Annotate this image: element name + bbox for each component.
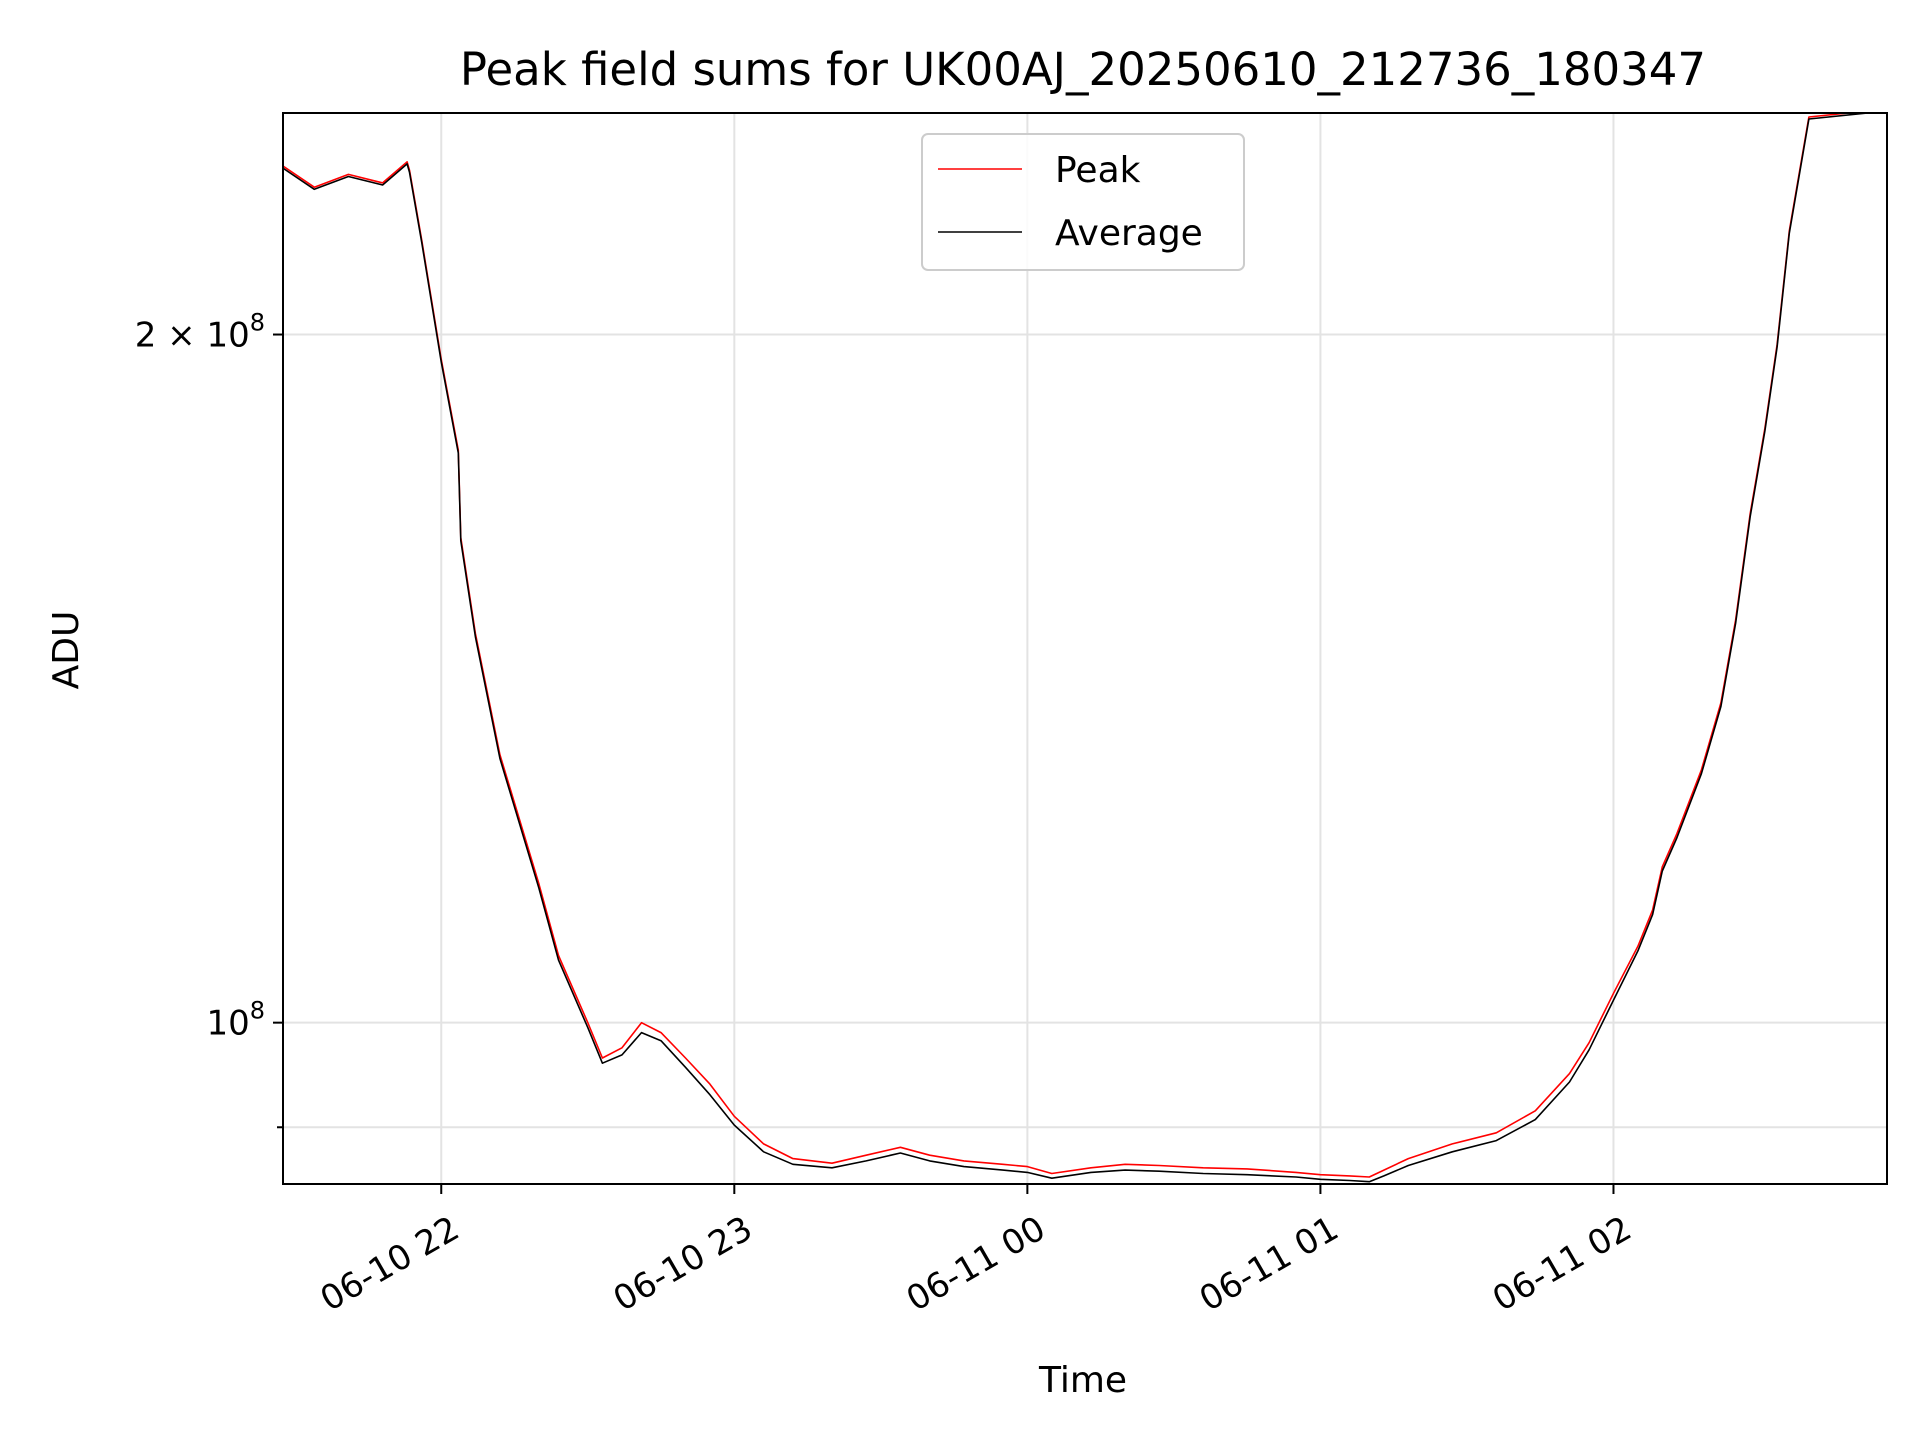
legend-peak-label: Peak	[1055, 150, 1141, 191]
grid	[283, 113, 1887, 1184]
y-axis-ticks: 2 × 108 108	[135, 309, 283, 1129]
y-axis-label: ADU	[46, 611, 87, 690]
x-axis-label: Time	[1038, 1360, 1127, 1401]
chart-title: Peak field sums for UK00AJ_20250610_2127…	[460, 43, 1706, 96]
legend-box	[921, 133, 1245, 271]
y-tick-label: 2 × 108	[135, 309, 265, 356]
plot-frame	[282, 112, 1888, 1185]
legend: Peak Average	[921, 133, 1245, 271]
legend-average-label: Average	[1055, 213, 1203, 254]
series-layer	[283, 113, 1876, 1183]
y-tick-label: 108	[206, 997, 265, 1044]
series-line-average	[283, 113, 1876, 1183]
